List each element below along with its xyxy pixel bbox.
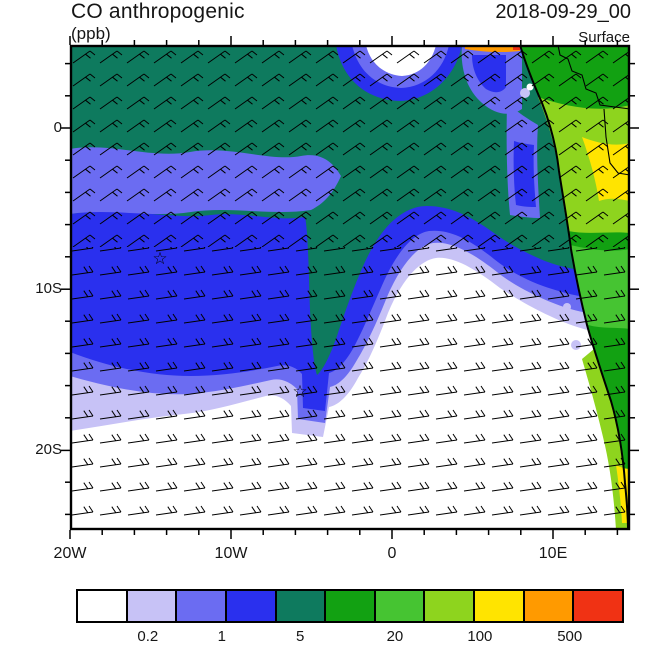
colorbar-cell bbox=[78, 591, 126, 621]
units-label: (ppb) bbox=[71, 24, 111, 43]
lat-label-20s: 20S bbox=[35, 441, 62, 458]
colorbar-labels: 0.2 1 5 20 100 500 bbox=[76, 628, 624, 648]
colorbar-cell bbox=[473, 591, 523, 621]
wind-barbs-north bbox=[70, 45, 630, 247]
colorbar-label: 0.2 bbox=[137, 628, 159, 645]
map-plot: ☆ ☆ bbox=[61, 36, 639, 539]
colorbar-cell bbox=[423, 591, 474, 621]
wind-barbs-south bbox=[70, 247, 630, 530]
colorbar-label: 5 bbox=[295, 628, 305, 645]
axis-ticks bbox=[61, 36, 639, 539]
colorbar-label: 500 bbox=[557, 628, 583, 645]
colorbar-cell bbox=[572, 591, 623, 621]
colorbar-cell bbox=[274, 591, 325, 621]
star-marker-1: ☆ bbox=[152, 249, 167, 268]
lon-label-20w: 20W bbox=[53, 545, 87, 562]
lon-label-10w: 10W bbox=[214, 545, 248, 562]
colorbar-cell bbox=[224, 591, 275, 621]
colorbar-cell bbox=[324, 591, 374, 621]
lon-label-0: 0 bbox=[387, 545, 397, 562]
colorbar-cell bbox=[522, 591, 573, 621]
map-frame bbox=[69, 44, 631, 531]
valid-datetime: 2018-09-29_00 bbox=[495, 1, 631, 23]
colorbar-cells bbox=[76, 589, 624, 623]
colorbar-label: 20 bbox=[386, 628, 404, 645]
colorbar-cell bbox=[125, 591, 176, 621]
colorbar-cell bbox=[373, 591, 424, 621]
colorbar-label: 100 bbox=[467, 628, 493, 645]
lon-label-10e: 10E bbox=[538, 545, 568, 562]
lat-label-0: 0 bbox=[53, 119, 62, 136]
plot-title: CO anthropogenic bbox=[71, 0, 245, 23]
colorbar-label: 1 bbox=[217, 628, 226, 645]
colorbar-cell bbox=[175, 591, 225, 621]
lat-label-10s: 10S bbox=[35, 280, 62, 297]
field-layers: ☆ ☆ bbox=[70, 45, 630, 530]
star-marker-2: ☆ bbox=[292, 382, 307, 401]
